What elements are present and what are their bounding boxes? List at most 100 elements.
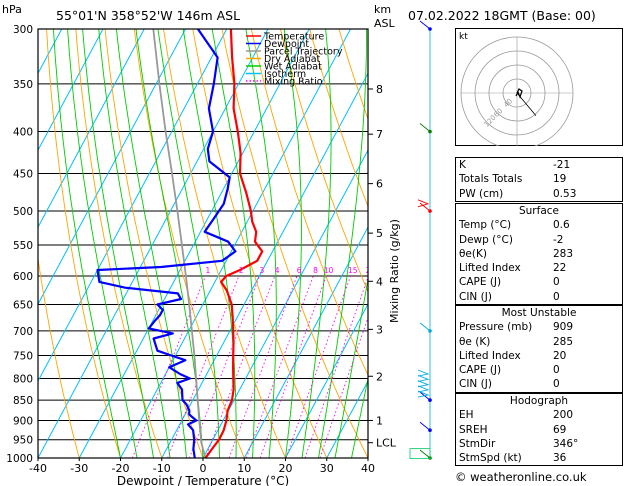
index-value: 0 xyxy=(553,378,560,391)
hodograph-row: StmSpd (kt) 36 xyxy=(456,451,622,465)
altitude-tick-label: 8 xyxy=(376,83,383,96)
index-label: CIN (J) xyxy=(459,290,492,303)
wind-barb-staff xyxy=(419,322,431,332)
wet-adiabat-line xyxy=(82,29,154,458)
altitude-tick-label: LCL xyxy=(376,437,397,450)
altitude-tick-label: 2 xyxy=(376,370,383,383)
pressure-tick-label: 450 xyxy=(13,168,33,180)
pressure-tick-label: 550 xyxy=(13,240,33,252)
index-row: PW (cm) 0.53 xyxy=(456,187,622,201)
index-label: Pressure (mb) xyxy=(459,321,533,334)
hodograph-row: EH 200 xyxy=(456,408,622,422)
index-value: 200 xyxy=(553,409,574,422)
dry-adiabat-line xyxy=(280,29,368,293)
pressure-tick-label: 350 xyxy=(13,79,33,91)
legend-label: Wet Adiabat xyxy=(264,62,322,73)
wet-adiabat-line xyxy=(334,276,368,458)
surface-row: CAPE (J) 0 xyxy=(456,275,622,289)
wet-adiabat-line xyxy=(245,29,277,458)
index-value: 909 xyxy=(553,321,574,334)
wind-barb-flag xyxy=(417,369,430,377)
dry-adiabat-line xyxy=(221,29,368,458)
wet-adiabat-line xyxy=(318,29,367,458)
dry-adiabat-line xyxy=(38,255,80,458)
legend-label: Isotherm xyxy=(264,69,306,80)
index-value: 69 xyxy=(553,423,567,436)
index-row: K -21 xyxy=(456,158,622,172)
isotherm-line xyxy=(38,29,269,458)
index-value: -2 xyxy=(553,233,564,246)
pressure-tick-label: 800 xyxy=(13,373,33,385)
hodograph-row: SREH 69 xyxy=(456,423,622,437)
pressure-tick-label: 750 xyxy=(13,350,33,362)
x-axis-label: Dewpoint / Temperature (°C) xyxy=(117,474,289,486)
pressure-tick-label: 650 xyxy=(13,300,33,312)
dry-adiabat-line xyxy=(75,29,163,458)
index-value: 0 xyxy=(553,364,560,377)
surface-row: Lifted Index 22 xyxy=(456,261,622,275)
wind-barb-flag xyxy=(417,380,430,388)
altitude-tick-label: 4 xyxy=(376,275,383,288)
index-label: Dewp (°C) xyxy=(459,233,513,246)
altitude-tick-label: 1 xyxy=(376,414,383,427)
isotherm-line xyxy=(38,29,104,152)
dry-adiabat-line xyxy=(104,29,204,458)
left-unit-label: hPa xyxy=(2,3,22,16)
most-unstable-row: Pressure (mb) 909 xyxy=(456,320,622,334)
copyright-text: © weatheronline.co.uk xyxy=(455,470,587,484)
isotherm-line xyxy=(285,303,368,458)
right-unit-km: km xyxy=(374,3,391,16)
index-label: K xyxy=(459,159,466,171)
x-tick-label: 0 xyxy=(200,462,207,475)
legend-label: Temperature xyxy=(263,32,324,43)
surface-wind-barb xyxy=(409,448,431,460)
most-unstable-row: CIN (J) 0 xyxy=(456,377,622,391)
mixing-ratio-line xyxy=(259,275,327,458)
pressure-tick-label: 600 xyxy=(13,271,33,283)
x-tick-label: -30 xyxy=(70,462,88,475)
index-label: PW (cm) xyxy=(459,187,504,200)
wind-barb-staff xyxy=(419,421,431,431)
wet-adiabat-line xyxy=(182,29,237,458)
wind-barb-flag xyxy=(417,390,430,398)
station-location: 55°01'N 358°52'W 146m ASL xyxy=(56,8,240,23)
pressure-tick-label: 900 xyxy=(13,415,33,427)
x-tick-label: 40 xyxy=(361,462,375,475)
mixing-ratio-label: 3 xyxy=(260,266,265,275)
mixing-ratio-line xyxy=(304,275,368,458)
indices-table-most-unstable: Most Unstable Pressure (mb) 909 θe (K) 285 Li… xyxy=(455,305,623,393)
index-label: Lifted Index xyxy=(459,349,521,362)
mixing-ratio-label: 8 xyxy=(313,266,318,275)
legend-label: Mixing Ratio xyxy=(264,77,323,88)
index-label: CIN (J) xyxy=(459,378,492,391)
mixing-ratio-line xyxy=(205,275,276,458)
wet-adiabat-line xyxy=(351,376,368,458)
mixing-ratio-line xyxy=(319,316,368,458)
wind-barbs xyxy=(409,20,432,460)
mixing-ratio-axis-label: Mixing Ratio (g/kg) xyxy=(388,219,401,323)
surface-row: Temp (°C) 0.6 xyxy=(456,218,622,232)
indices-table-surface: Surface Temp (°C) 0.6 Dewp (°C) -2 θe(K) 283 Li… xyxy=(455,203,623,306)
x-tick-label: -40 xyxy=(29,462,47,475)
surface-row: θe(K) 283 xyxy=(456,247,622,261)
wind-barb-staff xyxy=(419,123,431,132)
pressure-tick-label: 400 xyxy=(13,127,33,139)
index-value: 22 xyxy=(553,262,567,275)
hodograph-unit-label: kt xyxy=(459,32,468,42)
index-label: SREH xyxy=(459,423,488,436)
isotherm-line xyxy=(161,72,368,458)
wind-barb-flag xyxy=(417,199,430,208)
wind-barb-staff xyxy=(419,449,431,459)
hodograph-ring-label: 60 xyxy=(492,107,504,119)
index-value: 0.53 xyxy=(553,187,577,200)
index-label: CAPE (J) xyxy=(459,276,502,289)
index-value: 283 xyxy=(553,247,574,260)
most-unstable-row: CAPE (J) 0 xyxy=(456,363,622,377)
wet-adiabat-line xyxy=(301,29,332,458)
wind-barb-flag xyxy=(417,385,430,393)
wet-adiabat-line xyxy=(211,29,256,458)
hodograph-frame xyxy=(455,28,623,146)
parcel-trajectory-line xyxy=(152,29,207,458)
storm-motion-vector xyxy=(516,92,537,116)
